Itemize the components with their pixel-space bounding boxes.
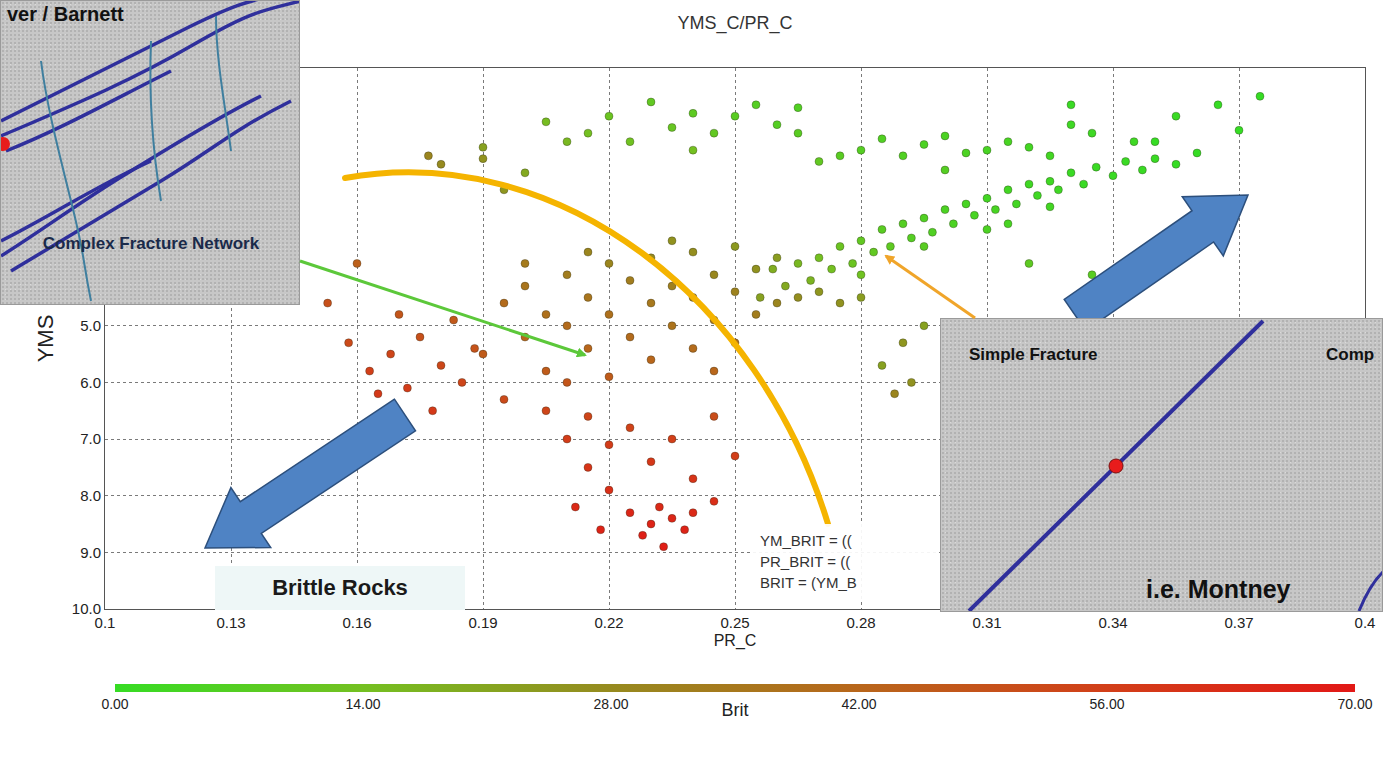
svg-text:9.0: 9.0	[80, 544, 101, 561]
html-text:Simple Fracture: Simple Fracture	[969, 345, 1098, 364]
svg-text:5.0: 5.0	[80, 317, 101, 334]
html-text:i.e. Montney: i.e. Montney	[1146, 575, 1291, 603]
svg-text:0.31: 0.31	[972, 614, 1001, 631]
svg-text:70.00: 70.00	[1337, 696, 1372, 712]
svg-text:14.00: 14.00	[345, 696, 380, 712]
svg-text:YMS_C/PR_C: YMS_C/PR_C	[677, 13, 792, 34]
svg-text:Brit: Brit	[722, 700, 749, 720]
svg-text:0.1: 0.1	[95, 614, 116, 631]
svg-text:6.0: 6.0	[80, 374, 101, 391]
html-text:PR_BRIT = ((: PR_BRIT = ((	[760, 553, 851, 570]
svg-text:0.22: 0.22	[594, 614, 623, 631]
html-text:YM_BRIT = ((: YM_BRIT = ((	[760, 532, 852, 549]
svg-text:0.16: 0.16	[342, 614, 371, 631]
svg-text:56.00: 56.00	[1089, 696, 1124, 712]
svg-text:0.4: 0.4	[1355, 614, 1376, 631]
html-text:Brittle Rocks: Brittle Rocks	[272, 575, 408, 600]
html-text:Comp: Comp	[1326, 345, 1375, 364]
svg-text:8.0: 8.0	[80, 487, 101, 504]
html-text:Complex Fracture Network: Complex Fracture Network	[42, 234, 260, 253]
svg-text:0.00: 0.00	[101, 696, 128, 712]
svg-text:0.34: 0.34	[1098, 614, 1127, 631]
svg-text:28.00: 28.00	[593, 696, 628, 712]
svg-text:0.13: 0.13	[216, 614, 245, 631]
svg-text:PR_C: PR_C	[714, 632, 757, 650]
svg-text:0.37: 0.37	[1224, 614, 1253, 631]
svg-text:10.0: 10.0	[72, 600, 101, 617]
svg-text:0.28: 0.28	[846, 614, 875, 631]
svg-text:0.25: 0.25	[720, 614, 749, 631]
html-text:ver / Barnett: ver / Barnett	[7, 3, 124, 25]
svg-text:42.00: 42.00	[841, 696, 876, 712]
html-text:BRIT = (YM_B: BRIT = (YM_B	[760, 574, 857, 591]
svg-text:YMS: YMS	[33, 315, 58, 363]
svg-text:7.0: 7.0	[80, 430, 101, 447]
svg-text:0.19: 0.19	[468, 614, 497, 631]
